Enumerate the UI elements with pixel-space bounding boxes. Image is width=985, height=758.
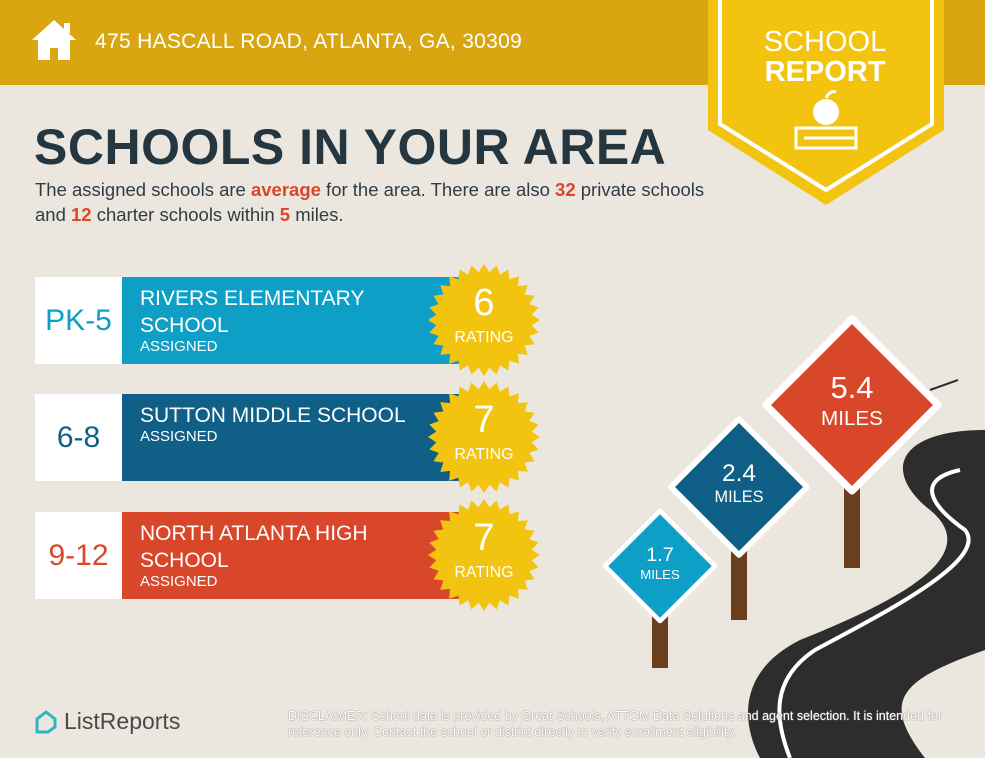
school-report-badge bbox=[708, 0, 944, 205]
school-row: 6-8 SUTTON MIDDLE SCHOOL ASSIGNED 7 RATIN… bbox=[35, 381, 555, 493]
school-row: 9-12 NORTH ATLANTA HIGH SCHOOL ASSIGNED 7… bbox=[35, 499, 555, 611]
disclaimer: DISCLAIMER: School data is provided by G… bbox=[288, 709, 943, 739]
rating-starburst bbox=[428, 499, 540, 611]
rating-label: RATING bbox=[454, 564, 514, 581]
school-name: SUTTON MIDDLE SCHOOL bbox=[140, 404, 406, 427]
apple-books-icon bbox=[794, 90, 858, 150]
badge-line1: SCHOOL bbox=[763, 26, 887, 58]
page-title: SCHOOLS IN YOUR AREA bbox=[34, 119, 667, 175]
rating-value: 7 bbox=[473, 517, 495, 559]
rating-starburst bbox=[428, 381, 540, 493]
grade-range: PK-5 bbox=[35, 277, 122, 364]
grade-range: 9-12 bbox=[35, 512, 122, 599]
school-bar: NORTH ATLANTA HIGH SCHOOL ASSIGNED bbox=[122, 512, 482, 599]
address: 475 HASCALL ROAD, ATLANTA, GA, 30309 bbox=[95, 30, 523, 53]
grade-range: 6-8 bbox=[35, 394, 122, 481]
rating-label: RATING bbox=[454, 446, 514, 463]
home-icon bbox=[32, 20, 76, 60]
assignment-status: ASSIGNED bbox=[140, 338, 218, 355]
school-row: PK-5 RIVERS ELEMENTARY SCHOOL ASSIGNED 6 … bbox=[35, 264, 555, 376]
school-name: RIVERS ELEMENTARY SCHOOL bbox=[140, 287, 365, 337]
intro-text: The assigned schools are average for the… bbox=[35, 179, 705, 225]
assignment-status: ASSIGNED bbox=[140, 573, 218, 590]
sign-diamond bbox=[668, 416, 810, 558]
sign-value: 2.4 bbox=[721, 460, 756, 488]
rating-label: RATING bbox=[454, 329, 514, 346]
sign-diamond bbox=[602, 508, 718, 624]
rating-starburst bbox=[428, 264, 540, 376]
listreports-logo: ListReports bbox=[34, 708, 180, 735]
listreports-logo-icon bbox=[35, 709, 57, 733]
assignment-status: ASSIGNED bbox=[140, 428, 218, 445]
school-bar: SUTTON MIDDLE SCHOOL ASSIGNED bbox=[122, 394, 482, 481]
rating-value: 7 bbox=[473, 399, 495, 441]
rating-value: 6 bbox=[473, 282, 495, 324]
sign-value: 5.4 bbox=[830, 370, 874, 406]
sign-diamond bbox=[762, 315, 942, 495]
badge-line2: REPORT bbox=[764, 56, 886, 88]
sign-unit: MILES bbox=[714, 488, 764, 507]
sign-unit: MILES bbox=[640, 567, 680, 583]
school-name: NORTH ATLANTA HIGH SCHOOL bbox=[140, 522, 368, 572]
school-bar: RIVERS ELEMENTARY SCHOOL ASSIGNED bbox=[122, 277, 482, 364]
sign-value: 1.7 bbox=[646, 544, 674, 567]
sign-unit: MILES bbox=[821, 406, 883, 430]
